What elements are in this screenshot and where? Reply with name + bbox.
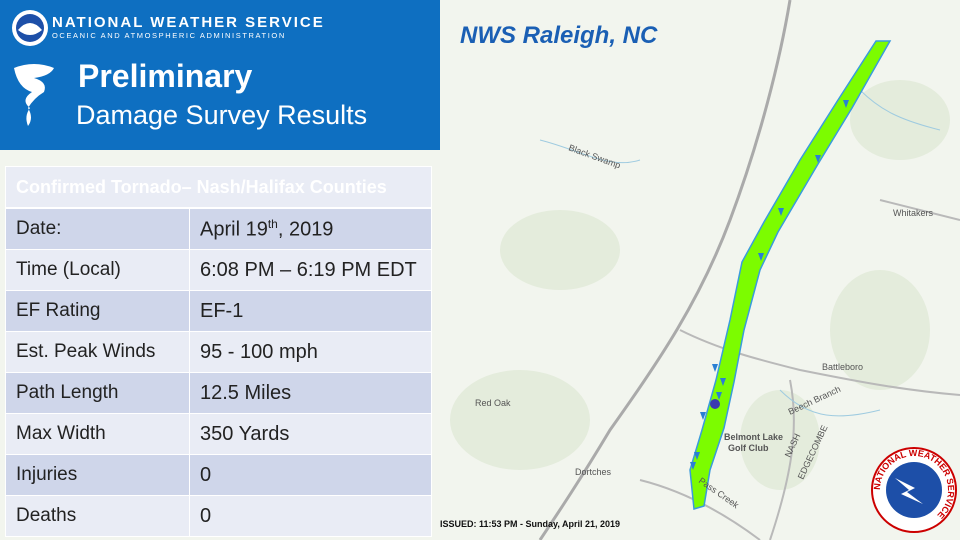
table-row: Date: April 19th, 2019 [5,207,432,250]
noaa-logo [12,10,48,46]
table-row: Injuries 0 [5,454,432,496]
table-row: Est. Peak Winds 95 - 100 mph [5,331,432,373]
row-label: EF Rating [5,290,190,332]
value-rest: , 2019 [277,218,334,241]
row-value: 0 [189,495,432,537]
value-main: April 19 [200,218,268,241]
map-label: Battleboro [822,362,863,372]
row-value: EF-1 [189,290,432,332]
row-value: 350 Yards [189,413,432,455]
office: NWS Raleigh, NC [460,22,658,49]
row-value: April 19th, 2019 [189,207,432,250]
table-row: EF Rating EF-1 [5,290,432,332]
issued: ISSUED: 11:53 PM - Sunday, April 21, 201… [440,519,621,529]
title-line2: Damage Survey Results [76,100,368,130]
map-label: Golf Club [728,443,769,453]
streams [539,89,941,417]
subagency: OCEANIC AND ATMOSPHERIC ADMINISTRATION [52,31,286,40]
map-label: Red Oak [475,398,511,408]
damage-points [690,100,849,470]
tornado-icon [14,64,54,126]
tornado-path [689,40,892,510]
row-label: Max Width [5,413,190,455]
map-label: Whitakers [893,208,934,218]
row-label: Path Length [5,372,190,414]
row-label: Date: [5,207,190,250]
table-title: Confirmed Tornado– Nash/Halifax Counties [5,166,432,209]
row-value: 0 [189,454,432,496]
nws-seal: NATIONAL WEATHER SERVICE [871,447,957,533]
row-value: 6:08 PM – 6:19 PM EDT [189,249,432,291]
table-row: Max Width 350 Yards [5,413,432,455]
title-line1: Preliminary [78,58,253,94]
table-row: Time (Local) 6:08 PM – 6:19 PM EDT [5,249,432,291]
table-row: Path Length 12.5 Miles [5,372,432,414]
row-label: Est. Peak Winds [5,331,190,373]
table-row: Deaths 0 [5,495,432,537]
map-label: Dortches [575,467,612,477]
row-label: Injuries [5,454,190,496]
survey-table: Confirmed Tornado– Nash/Halifax Counties… [5,166,432,537]
row-label: Time (Local) [5,249,190,291]
map-label: Belmont Lake [724,432,783,442]
row-value: 12.5 Miles [189,372,432,414]
row-label: Deaths [5,495,190,537]
header: NATIONAL WEATHER SERVICE OCEANIC AND ATM… [0,0,440,150]
row-value: 95 - 100 mph [189,331,432,373]
value-suffix: th [267,216,278,231]
map-patches [450,80,950,490]
agency: NATIONAL WEATHER SERVICE [52,14,325,31]
